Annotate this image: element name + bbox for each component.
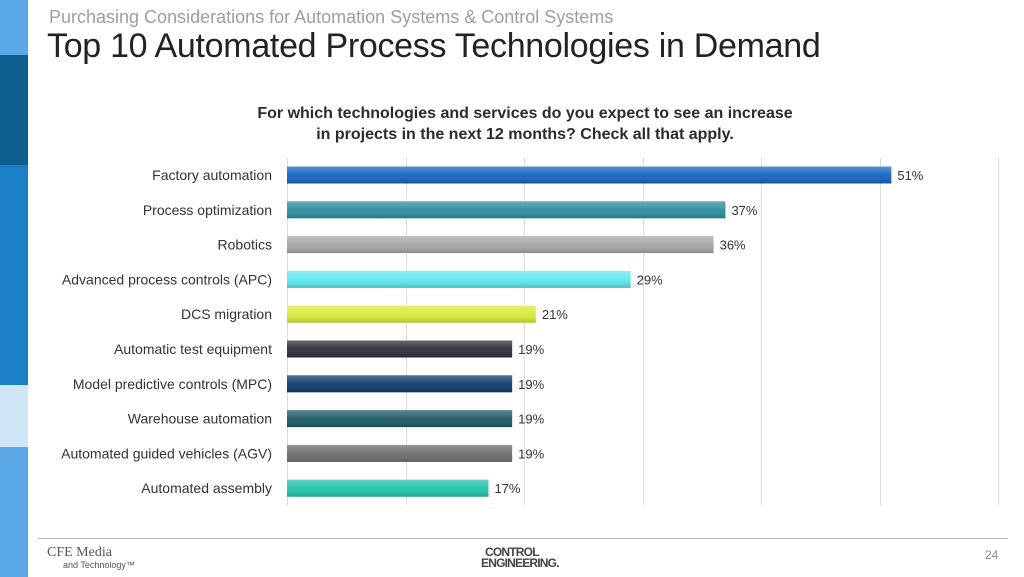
bar-gloss <box>287 270 631 288</box>
data-label: 37% <box>731 203 757 218</box>
bar-gloss <box>287 236 714 254</box>
control-engineering-logo: CONTROL ENGINEERING. <box>481 545 561 571</box>
bar-gloss <box>287 479 489 497</box>
cfe-media-logo: CFE Media and Technology™ <box>47 545 147 573</box>
data-label: 29% <box>637 272 663 287</box>
category-label: DCS migration <box>181 306 272 322</box>
category-label: Automatic test equipment <box>114 341 272 357</box>
slide-title: Top 10 Automated Process Technologies in… <box>47 27 821 65</box>
data-label: 36% <box>720 238 746 253</box>
cfe-logo-line1: CFE Media <box>47 545 112 560</box>
data-label: 17% <box>494 481 520 496</box>
data-label: 21% <box>542 307 568 322</box>
bar-gloss <box>287 444 513 462</box>
data-label: 19% <box>518 412 544 427</box>
side-stripe <box>0 0 28 577</box>
data-label: 19% <box>518 342 544 357</box>
category-label: Robotics <box>218 237 272 253</box>
category-label: Factory automation <box>152 167 272 183</box>
slide-subtitle: Purchasing Considerations for Automation… <box>49 7 614 27</box>
ce-logo-line2: ENGINEERING. <box>481 556 560 570</box>
chart-title-line: For which technologies and services do y… <box>257 105 793 122</box>
category-label: Automated assembly <box>141 480 272 496</box>
bar-gloss <box>287 375 513 393</box>
data-label: 51% <box>897 168 923 183</box>
bar-gloss <box>287 340 513 358</box>
stripe-segment <box>0 385 28 447</box>
data-label: 19% <box>518 446 544 461</box>
ce-logo-line1: CONTROL <box>485 545 540 559</box>
category-label: Automated guided vehicles (AGV) <box>61 445 272 461</box>
chart-title-line: in projects in the next 12 months? Check… <box>316 126 734 143</box>
bar-gloss <box>287 305 536 323</box>
category-label: Warehouse automation <box>128 411 272 427</box>
page-number: 24 <box>985 548 999 562</box>
category-label: Process optimization <box>143 202 272 218</box>
data-label: 19% <box>518 377 544 392</box>
cfe-logo-line2: and Technology™ <box>63 560 135 570</box>
stripe-segment <box>0 447 28 577</box>
footer-divider <box>38 538 1008 539</box>
stripe-segment <box>0 0 28 55</box>
bar-gloss <box>287 166 892 184</box>
category-label: Advanced process controls (APC) <box>62 271 272 287</box>
stripe-segment <box>0 165 28 385</box>
bar-gloss <box>287 201 726 219</box>
chart-title: For which technologies and services do y… <box>230 103 820 145</box>
stripe-segment <box>0 55 28 165</box>
bar-gloss <box>287 410 513 428</box>
category-label: Model predictive controls (MPC) <box>73 376 272 392</box>
